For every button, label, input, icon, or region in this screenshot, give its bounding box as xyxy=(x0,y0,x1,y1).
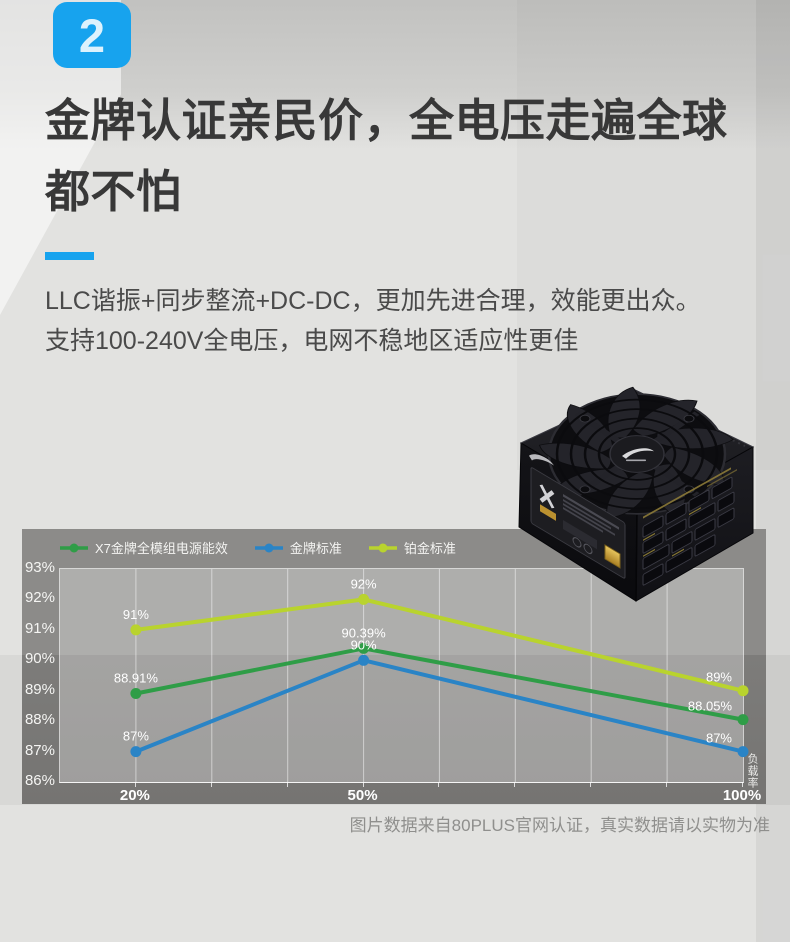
data-point-label: 91% xyxy=(123,607,149,622)
chart-plot-area: 88.91% 90.39% 88.05% 87% 90% 87% 91% 92% 89% xyxy=(59,568,749,783)
data-point xyxy=(358,654,370,666)
disclaimer-note: 图片数据来自80PLUS官网认证，真实数据请以实物为准 xyxy=(349,816,770,835)
label-cert-mark xyxy=(583,543,593,555)
legend-label: X7金牌全模组电源能效 xyxy=(95,541,228,556)
axis-tick xyxy=(362,782,364,787)
label-text-line xyxy=(563,502,615,536)
x-tick-label: 100% xyxy=(722,787,762,804)
axis-tick xyxy=(134,782,136,787)
axis-tick xyxy=(286,782,288,787)
description-line2: 支持100-240V全电压，电网不稳地区适应性更佳 xyxy=(45,327,579,355)
data-point xyxy=(130,746,142,758)
data-point xyxy=(130,688,142,699)
x-axis-title: 负载率 xyxy=(746,753,758,789)
socket-gold-labels xyxy=(643,507,701,557)
y-tick-label: 89% xyxy=(24,680,55,698)
data-point xyxy=(358,642,370,654)
y-tick-label: 91% xyxy=(24,619,55,637)
legend-marker xyxy=(254,543,283,552)
psu-modular-panel xyxy=(642,467,737,586)
psu-product-image xyxy=(518,386,755,602)
axis-tick xyxy=(666,782,668,787)
x-tick-label: 20% xyxy=(119,787,150,804)
axis-tick xyxy=(514,782,516,787)
section-title-line1: 金牌认证亲民价，全电压走遍全球 xyxy=(45,95,728,146)
label-x6-logo xyxy=(539,484,555,509)
axis-tick xyxy=(438,782,440,787)
data-point-label: 88.91% xyxy=(114,671,159,686)
legend-dot xyxy=(264,543,274,552)
efficiency-chart: X7金牌全模组电源能效 金牌标准 铂金标准 88.91% 90.39% 88.05% 87… xyxy=(22,529,766,804)
chart-plot-svg: 88.91% 90.39% 88.05% 87% 90% 87% 91% 92% 89% xyxy=(114,569,749,782)
accent-divider xyxy=(45,252,94,260)
legend-label: 金牌标准 xyxy=(289,541,342,556)
y-tick-label: 88% xyxy=(24,711,55,729)
legend-dot xyxy=(378,543,388,552)
label-text-line xyxy=(563,506,603,533)
data-point xyxy=(737,714,749,726)
modular-panel-gold-text xyxy=(643,467,731,519)
fan-hub-brand-logo xyxy=(622,448,654,459)
chart-legend: X7金牌全模组电源能效 金牌标准 铂金标准 xyxy=(59,538,456,557)
fan-hub xyxy=(609,435,665,473)
step-number-badge: 2 xyxy=(53,2,131,68)
psu-fan xyxy=(538,386,734,519)
psu-front-edge xyxy=(635,511,638,602)
x-tick-label: 50% xyxy=(347,787,378,804)
legend-marker xyxy=(60,543,88,552)
psu-spec-label xyxy=(530,467,626,579)
legend-item: 金牌标准 xyxy=(254,538,342,557)
modular-panel-gold-text xyxy=(707,468,737,488)
data-point xyxy=(737,685,749,697)
data-point-label: 87% xyxy=(123,729,149,744)
label-cert-mark xyxy=(572,537,582,548)
fan-screw xyxy=(579,414,591,423)
description-line1: LLC谐振+同步整流+DC-DC，更加先进合理，效能更出众。 xyxy=(45,287,701,315)
data-point-label: 90.39% xyxy=(342,625,387,640)
section-title: 金牌认证亲民价，全电压走遍全球 都不怕 xyxy=(45,85,765,227)
fan-screw xyxy=(579,485,591,494)
y-tick-label: 90% xyxy=(24,650,55,668)
y-tick-label: 93% xyxy=(24,559,55,576)
80plus-gold-badge xyxy=(604,544,621,569)
axis-tick xyxy=(742,782,743,787)
fan-screw xyxy=(683,414,695,423)
data-point xyxy=(737,746,749,758)
legend-marker xyxy=(368,543,397,552)
modular-sockets xyxy=(642,476,735,586)
axis-tick xyxy=(210,782,212,787)
data-point-label: 92% xyxy=(351,576,377,591)
psu-side-label-panel xyxy=(529,454,626,579)
psu-side-brand-logo xyxy=(529,454,554,466)
data-point xyxy=(358,593,370,605)
section-title-line2: 都不怕 xyxy=(45,166,182,217)
data-point xyxy=(130,624,142,636)
label-text-line xyxy=(563,498,611,530)
data-point-label: 89% xyxy=(706,670,732,685)
data-point-label: 88.05% xyxy=(688,699,733,714)
fan-hub-brand-text xyxy=(626,459,646,462)
section-description: LLC谐振+同步整流+DC-DC，更加先进合理，效能更出众。 支持100-240… xyxy=(45,281,765,361)
legend-item: 铂金标准 xyxy=(368,538,456,557)
legend-item: X7金牌全模组电源能效 xyxy=(59,538,228,557)
legend-label: 铂金标准 xyxy=(403,541,456,556)
y-tick-label: 86% xyxy=(24,772,55,789)
label-barcode xyxy=(563,519,597,550)
label-watt-mark xyxy=(540,504,556,521)
legend-dot xyxy=(69,543,79,552)
data-point-label: 87% xyxy=(706,731,732,746)
y-tick-label: 92% xyxy=(24,589,55,607)
axis-tick xyxy=(590,782,592,787)
y-tick-label: 87% xyxy=(24,741,55,759)
label-text-line xyxy=(563,493,619,530)
data-point-label: 90% xyxy=(351,637,377,652)
